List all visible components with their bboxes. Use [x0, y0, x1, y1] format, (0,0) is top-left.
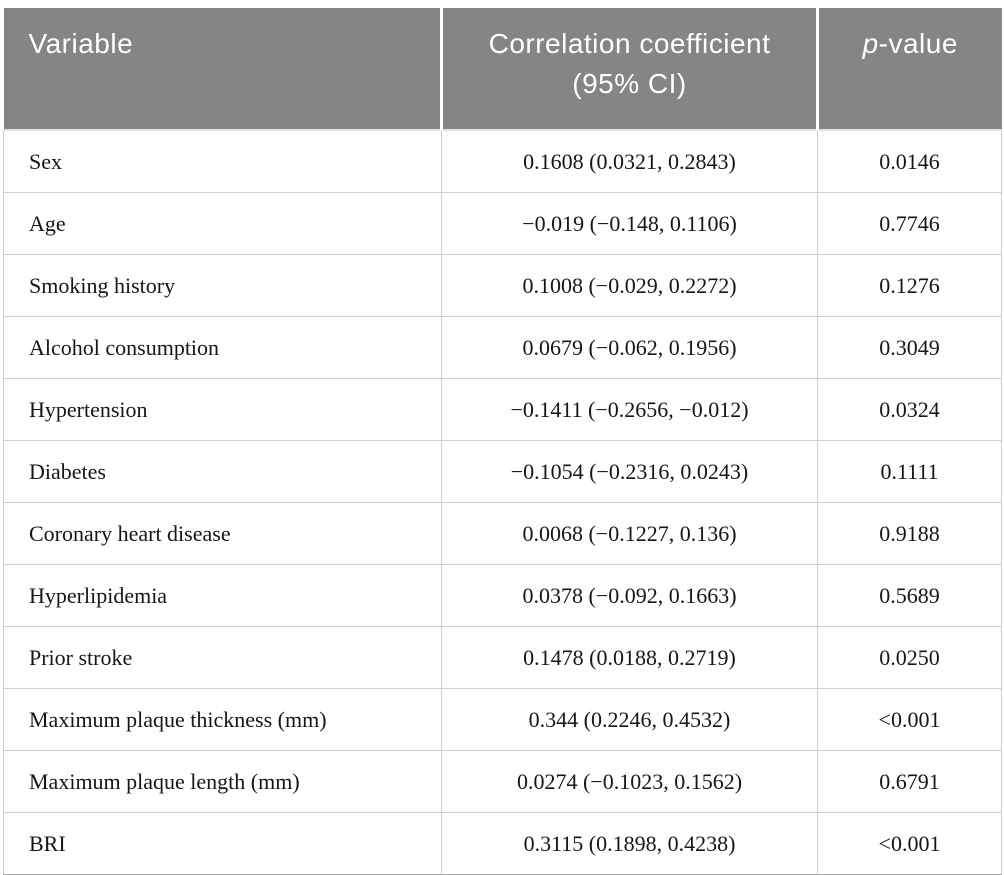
table-row: Smoking history 0.1008 (−0.029, 0.2272) …	[3, 254, 1002, 317]
cell-variable: Prior stroke	[3, 626, 442, 689]
cell-coefficient: 0.0378 (−0.092, 0.1663)	[441, 564, 818, 627]
table-row: Sex 0.1608 (0.0321, 0.2843) 0.0146	[3, 129, 1002, 193]
table-row: Age −0.019 (−0.148, 0.1106) 0.7746	[3, 192, 1002, 255]
cell-variable: Maximum plaque thickness (mm)	[3, 688, 442, 751]
cell-p-value: <0.001	[817, 812, 1002, 875]
cell-coefficient: 0.0274 (−0.1023, 0.1562)	[441, 750, 818, 813]
header-label-coefficient: Correlation coefficient (95% CI)	[488, 28, 771, 99]
cell-p-value: 0.6791	[817, 750, 1002, 813]
cell-variable: Coronary heart disease	[3, 502, 442, 565]
table-header: Variable Correlation coefficient (95% CI…	[3, 8, 1002, 130]
table-row: Diabetes −0.1054 (−0.2316, 0.0243) 0.111…	[3, 440, 1002, 503]
cell-p-value: 0.1111	[817, 440, 1002, 503]
cell-p-value: 0.0250	[817, 626, 1002, 689]
cell-coefficient: 0.1608 (0.0321, 0.2843)	[441, 129, 818, 193]
cell-coefficient: 0.344 (0.2246, 0.4532)	[441, 688, 818, 751]
cell-coefficient: −0.019 (−0.148, 0.1106)	[441, 192, 818, 255]
cell-coefficient: 0.1008 (−0.029, 0.2272)	[441, 254, 818, 317]
header-label-p-italic: p	[862, 28, 879, 59]
table-body: Sex 0.1608 (0.0321, 0.2843) 0.0146 Age −…	[3, 129, 1002, 875]
table-row: Coronary heart disease 0.0068 (−0.1227, …	[3, 502, 1002, 565]
cell-variable: Diabetes	[3, 440, 442, 503]
cell-variable: Age	[3, 192, 442, 255]
cell-p-value: 0.0146	[817, 129, 1002, 193]
cell-p-value: 0.9188	[817, 502, 1002, 565]
header-cell-variable: Variable	[3, 8, 442, 130]
cell-coefficient: 0.0679 (−0.062, 0.1956)	[441, 316, 818, 379]
cell-p-value: <0.001	[817, 688, 1002, 751]
cell-coefficient: 0.0068 (−0.1227, 0.136)	[441, 502, 818, 565]
cell-variable: BRI	[3, 812, 442, 875]
cell-variable: Alcohol consumption	[3, 316, 442, 379]
cell-p-value: 0.3049	[817, 316, 1002, 379]
correlation-table: Variable Correlation coefficient (95% CI…	[3, 8, 1002, 875]
table-row: Alcohol consumption 0.0679 (−0.062, 0.19…	[3, 316, 1002, 379]
header-label-p-rest: -value	[878, 28, 958, 59]
cell-coefficient: −0.1054 (−0.2316, 0.0243)	[441, 440, 818, 503]
cell-variable: Sex	[3, 129, 442, 193]
cell-variable: Maximum plaque length (mm)	[3, 750, 442, 813]
cell-variable: Hypertension	[3, 378, 442, 441]
cell-coefficient: −0.1411 (−0.2656, −0.012)	[441, 378, 818, 441]
header-cell-coefficient: Correlation coefficient (95% CI)	[440, 8, 818, 130]
cell-p-value: 0.5689	[817, 564, 1002, 627]
cell-variable: Smoking history	[3, 254, 442, 317]
header-label-variable: Variable	[28, 28, 134, 59]
table-row: BRI 0.3115 (0.1898, 0.4238) <0.001	[3, 812, 1002, 875]
table-row: Prior stroke 0.1478 (0.0188, 0.2719) 0.0…	[3, 626, 1002, 689]
header-row: Variable Correlation coefficient (95% CI…	[3, 8, 1002, 130]
header-cell-p-value: p-value	[816, 8, 1002, 130]
table-row: Hypertension −0.1411 (−0.2656, −0.012) 0…	[3, 378, 1002, 441]
table-row: Maximum plaque thickness (mm) 0.344 (0.2…	[3, 688, 1002, 751]
cell-p-value: 0.0324	[817, 378, 1002, 441]
table-row: Maximum plaque length (mm) 0.0274 (−0.10…	[3, 750, 1002, 813]
cell-coefficient: 0.1478 (0.0188, 0.2719)	[441, 626, 818, 689]
cell-p-value: 0.7746	[817, 192, 1002, 255]
cell-coefficient: 0.3115 (0.1898, 0.4238)	[441, 812, 818, 875]
table-row: Hyperlipidemia 0.0378 (−0.092, 0.1663) 0…	[3, 564, 1002, 627]
cell-variable: Hyperlipidemia	[3, 564, 442, 627]
cell-p-value: 0.1276	[817, 254, 1002, 317]
